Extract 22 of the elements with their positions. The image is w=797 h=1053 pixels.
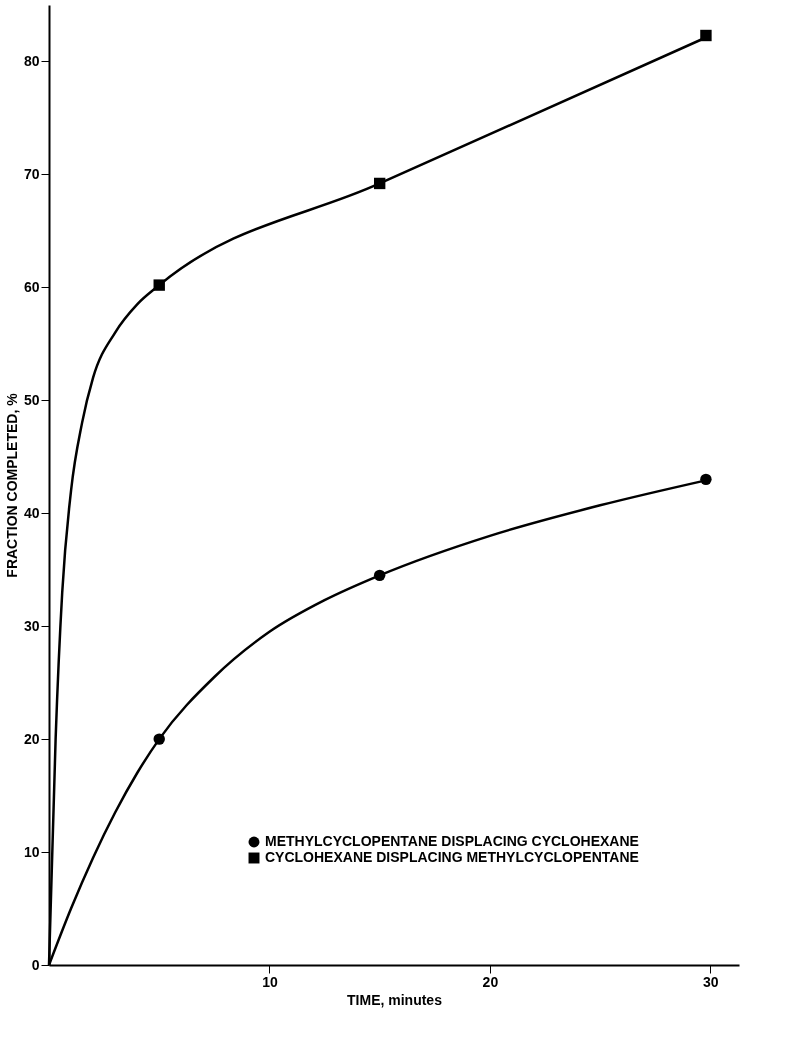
point [153, 733, 165, 745]
legend-label: METHYLCYCLOPENTANE DISPLACING CYCLOHEXANE [265, 833, 639, 849]
point [700, 473, 712, 486]
legend-label: CYCLOHEXANE DISPLACING METHYLCYCLOPENTANE [265, 849, 639, 865]
x-tick-label: 20 [482, 973, 499, 990]
y-tick-label: 80 [23, 52, 40, 69]
x-tick-label: 10 [262, 973, 278, 990]
point [373, 569, 386, 582]
y-tick-label: 10 [23, 843, 40, 860]
x-axis-title: TIME, minutes [347, 991, 443, 1008]
point [700, 29, 712, 42]
y-tick-label: 40 [23, 504, 40, 521]
y-axis-title: FRACTION COMPLETED, % [3, 392, 20, 578]
y-tick-label: 20 [23, 730, 40, 747]
y-tick-label: 0 [31, 956, 40, 973]
y-tick-label: 50 [23, 391, 40, 408]
y-tick-label: 60 [23, 278, 40, 295]
y-tick-label: 70 [23, 165, 40, 182]
point [153, 279, 165, 291]
y-tick-label: 30 [23, 617, 40, 634]
x-tick-label: 30 [703, 973, 719, 990]
point [373, 177, 386, 190]
